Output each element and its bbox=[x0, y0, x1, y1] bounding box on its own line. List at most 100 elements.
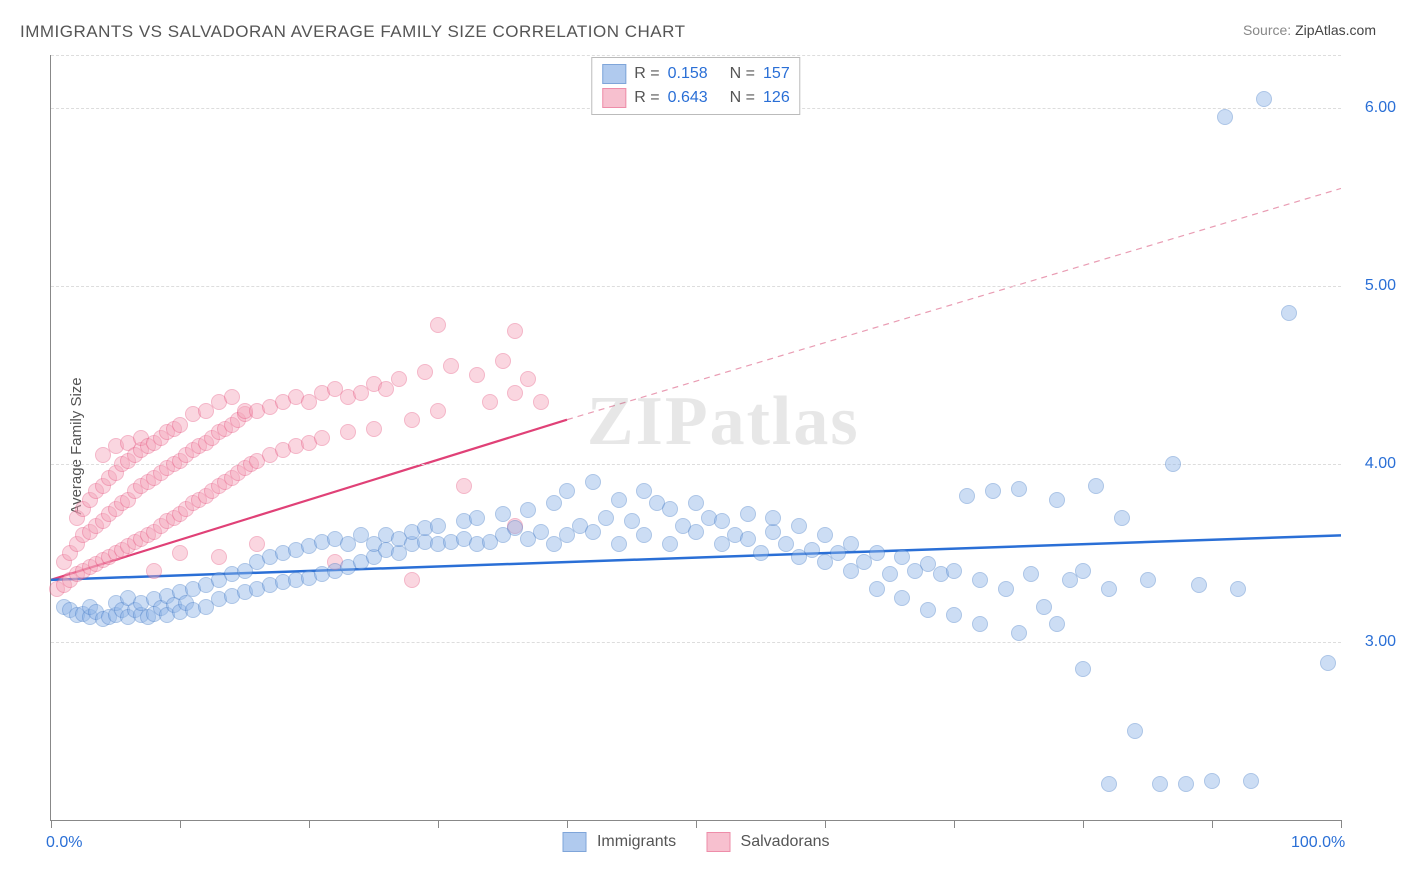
legend-r-label: R = bbox=[634, 65, 659, 83]
point-immigrants bbox=[546, 495, 562, 511]
source-value: ZipAtlas.com bbox=[1295, 22, 1376, 38]
point-immigrants bbox=[972, 616, 988, 632]
point-immigrants bbox=[1011, 625, 1027, 641]
point-salvadorans bbox=[456, 478, 472, 494]
point-salvadorans bbox=[443, 358, 459, 374]
x-tick bbox=[438, 820, 439, 828]
point-immigrants bbox=[998, 581, 1014, 597]
point-immigrants bbox=[765, 524, 781, 540]
point-salvadorans bbox=[366, 421, 382, 437]
point-immigrants bbox=[804, 542, 820, 558]
point-immigrants bbox=[753, 545, 769, 561]
point-immigrants bbox=[611, 536, 627, 552]
point-immigrants bbox=[1049, 492, 1065, 508]
point-immigrants bbox=[1127, 723, 1143, 739]
point-immigrants bbox=[791, 518, 807, 534]
point-immigrants bbox=[1230, 581, 1246, 597]
point-salvadorans bbox=[533, 394, 549, 410]
point-immigrants bbox=[1140, 572, 1156, 588]
point-salvadorans bbox=[507, 385, 523, 401]
x-tick bbox=[567, 820, 568, 828]
point-salvadorans bbox=[172, 417, 188, 433]
point-immigrants bbox=[688, 524, 704, 540]
point-immigrants bbox=[1152, 776, 1168, 792]
legend-r-label: R = bbox=[634, 89, 659, 107]
point-immigrants bbox=[495, 506, 511, 522]
legend-swatch-immigrants bbox=[602, 64, 626, 84]
x-tick bbox=[180, 820, 181, 828]
source-label: Source: bbox=[1243, 22, 1291, 38]
point-immigrants bbox=[1256, 91, 1272, 107]
point-salvadorans bbox=[146, 563, 162, 579]
point-immigrants bbox=[972, 572, 988, 588]
legend-swatch-immigrants bbox=[563, 832, 587, 852]
point-immigrants bbox=[1243, 773, 1259, 789]
point-immigrants bbox=[1101, 776, 1117, 792]
point-immigrants bbox=[1049, 616, 1065, 632]
point-immigrants bbox=[585, 524, 601, 540]
x-tick bbox=[1341, 820, 1342, 828]
point-salvadorans bbox=[249, 536, 265, 552]
source-citation: Source: ZipAtlas.com bbox=[1243, 22, 1376, 38]
point-immigrants bbox=[946, 563, 962, 579]
x-tick bbox=[51, 820, 52, 828]
point-immigrants bbox=[1217, 109, 1233, 125]
point-salvadorans bbox=[520, 371, 536, 387]
point-immigrants bbox=[1320, 655, 1336, 671]
y-tick-label: 4.00 bbox=[1365, 455, 1396, 473]
point-immigrants bbox=[1281, 305, 1297, 321]
x-tick bbox=[696, 820, 697, 828]
trendline-salvadorans-extrapolated bbox=[567, 188, 1341, 419]
point-salvadorans bbox=[430, 317, 446, 333]
trend-lines-svg bbox=[51, 55, 1341, 820]
point-immigrants bbox=[869, 545, 885, 561]
legend-swatch-salvadorans bbox=[602, 88, 626, 108]
legend-item-immigrants: Immigrants bbox=[563, 832, 677, 852]
point-salvadorans bbox=[507, 323, 523, 339]
point-immigrants bbox=[843, 536, 859, 552]
x-tick-label: 0.0% bbox=[46, 834, 82, 852]
point-immigrants bbox=[946, 607, 962, 623]
point-immigrants bbox=[469, 510, 485, 526]
point-immigrants bbox=[1088, 478, 1104, 494]
point-immigrants bbox=[662, 501, 678, 517]
point-immigrants bbox=[1075, 661, 1091, 677]
point-immigrants bbox=[714, 513, 730, 529]
point-immigrants bbox=[520, 502, 536, 518]
legend-n-label: N = bbox=[730, 89, 755, 107]
legend-r-value-salvadorans: 0.643 bbox=[668, 89, 708, 107]
point-immigrants bbox=[611, 492, 627, 508]
point-immigrants bbox=[533, 524, 549, 540]
point-immigrants bbox=[585, 474, 601, 490]
point-immigrants bbox=[688, 495, 704, 511]
legend-row-immigrants: R = 0.158 N = 157 bbox=[602, 62, 789, 86]
point-immigrants bbox=[1101, 581, 1117, 597]
point-salvadorans bbox=[391, 371, 407, 387]
point-immigrants bbox=[598, 510, 614, 526]
point-immigrants bbox=[430, 518, 446, 534]
x-tick-label: 100.0% bbox=[1291, 834, 1345, 852]
point-immigrants bbox=[817, 527, 833, 543]
point-salvadorans bbox=[482, 394, 498, 410]
point-immigrants bbox=[778, 536, 794, 552]
gridline-h bbox=[51, 642, 1341, 643]
x-tick bbox=[825, 820, 826, 828]
correlation-legend: R = 0.158 N = 157 R = 0.643 N = 126 bbox=[591, 57, 800, 115]
legend-item-salvadorans: Salvadorans bbox=[706, 832, 829, 852]
point-immigrants bbox=[985, 483, 1001, 499]
legend-n-value-immigrants: 157 bbox=[763, 65, 790, 83]
gridline-h bbox=[51, 286, 1341, 287]
point-immigrants bbox=[740, 531, 756, 547]
point-salvadorans bbox=[417, 364, 433, 380]
plot-area: ZIPatlas R = 0.158 N = 157 R = 0.643 N =… bbox=[50, 55, 1341, 821]
point-immigrants bbox=[559, 483, 575, 499]
point-immigrants bbox=[920, 602, 936, 618]
point-immigrants bbox=[1191, 577, 1207, 593]
legend-r-value-immigrants: 0.158 bbox=[668, 65, 708, 83]
series-legend: Immigrants Salvadorans bbox=[563, 832, 830, 852]
point-immigrants bbox=[869, 581, 885, 597]
point-immigrants bbox=[1204, 773, 1220, 789]
point-immigrants bbox=[624, 513, 640, 529]
x-tick bbox=[954, 820, 955, 828]
x-tick bbox=[1212, 820, 1213, 828]
